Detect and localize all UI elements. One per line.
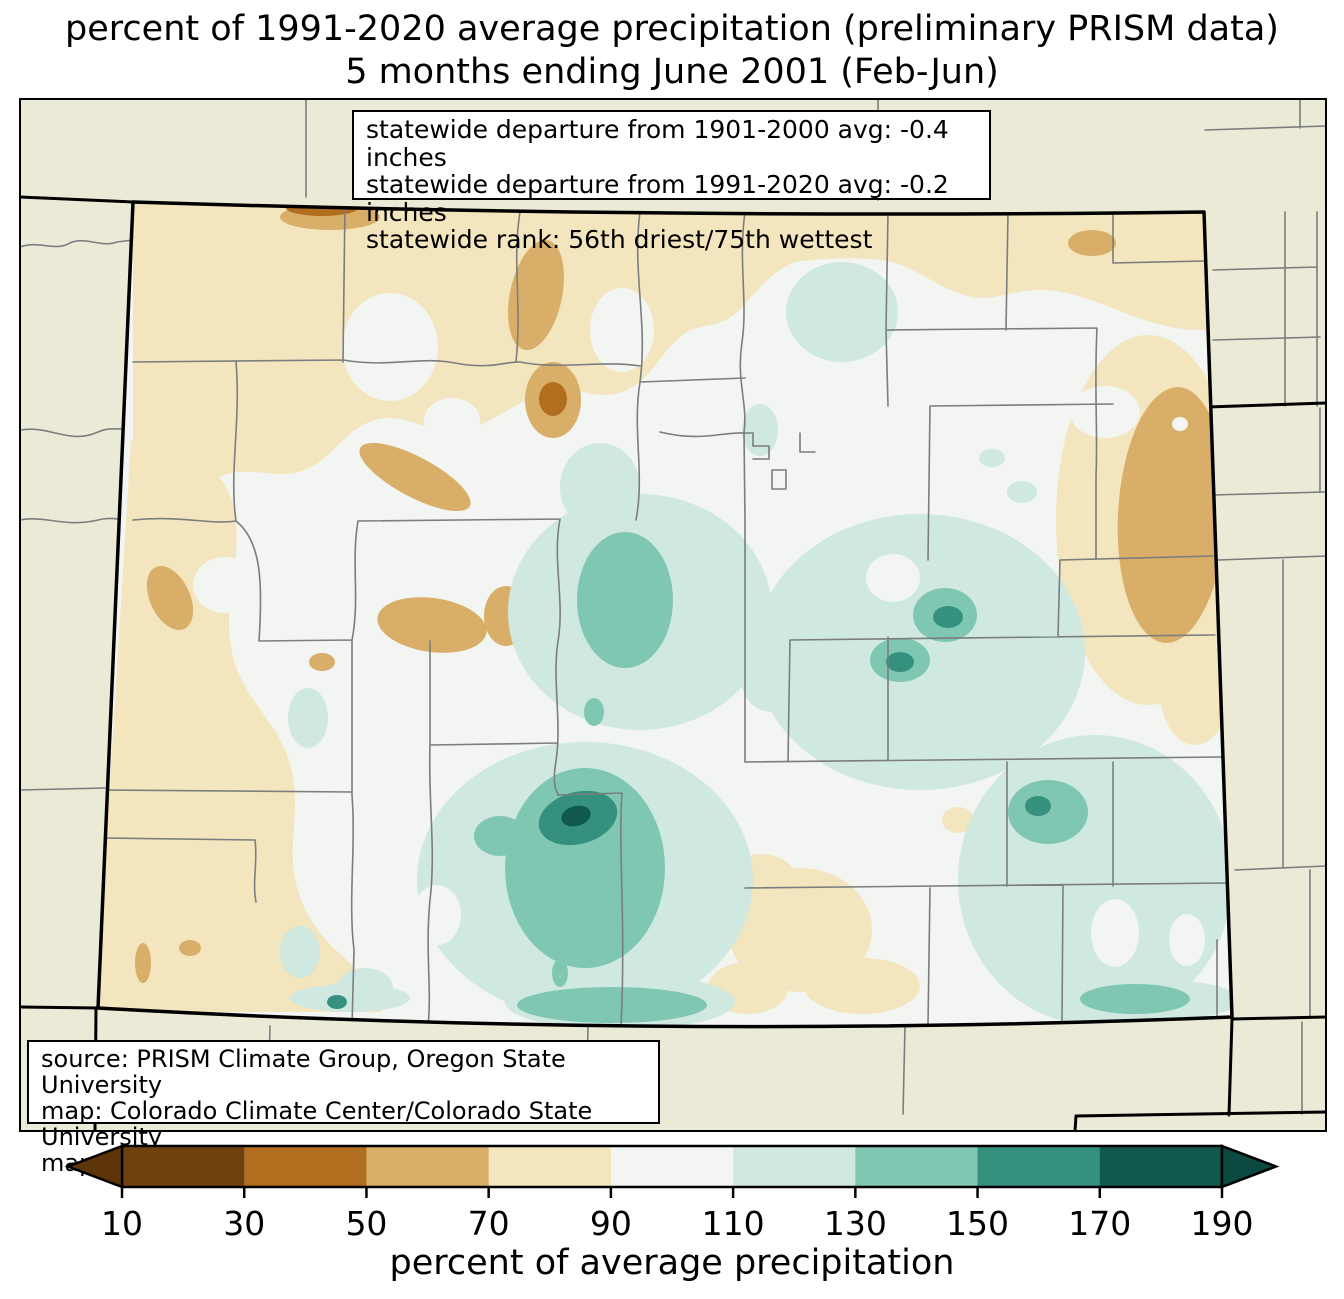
stats-line-3: statewide rank: 56th driest/75th wettest <box>366 225 873 254</box>
svg-text:150: 150 <box>946 1204 1009 1243</box>
svg-text:30: 30 <box>223 1204 265 1243</box>
title-line-1: percent of 1991-2020 average precipitati… <box>65 9 1279 49</box>
svg-text:10: 10 <box>101 1204 143 1243</box>
source-box: source: PRISM Climate Group, Oregon Stat… <box>27 1040 660 1176</box>
stats-line-1: statewide departure from 1901-2000 avg: … <box>366 115 949 172</box>
colorbar-axis-label: percent of average precipitation <box>389 1243 955 1283</box>
stats-line-2: statewide departure from 1991-2020 avg: … <box>366 170 949 227</box>
source-line-2: map: Colorado Climate Center/Colorado St… <box>41 1097 593 1151</box>
colorado-state-border <box>96 200 1234 1029</box>
colorado-county-lines <box>102 202 1228 1027</box>
source-line-1: source: PRISM Climate Group, Oregon Stat… <box>41 1045 566 1099</box>
colorbar: 10 30 50 70 90 110 130 150 170 190 <box>64 1144 1280 1243</box>
svg-text:70: 70 <box>468 1204 510 1243</box>
svg-text:50: 50 <box>345 1204 387 1243</box>
statewide-stats-box: statewide departure from 1901-2000 avg: … <box>352 110 991 253</box>
svg-text:130: 130 <box>824 1204 887 1243</box>
title-line-2: 5 months ending June 2001 (Feb-Jun) <box>345 52 999 92</box>
svg-text:170: 170 <box>1068 1204 1131 1243</box>
svg-text:190: 190 <box>1191 1204 1254 1243</box>
svg-text:90: 90 <box>590 1204 632 1243</box>
state-fill-regions <box>98 202 1232 1027</box>
figure-title: percent of 1991-2020 average precipitati… <box>0 8 1344 94</box>
map-frame <box>19 98 1327 1132</box>
svg-text:110: 110 <box>702 1204 765 1243</box>
